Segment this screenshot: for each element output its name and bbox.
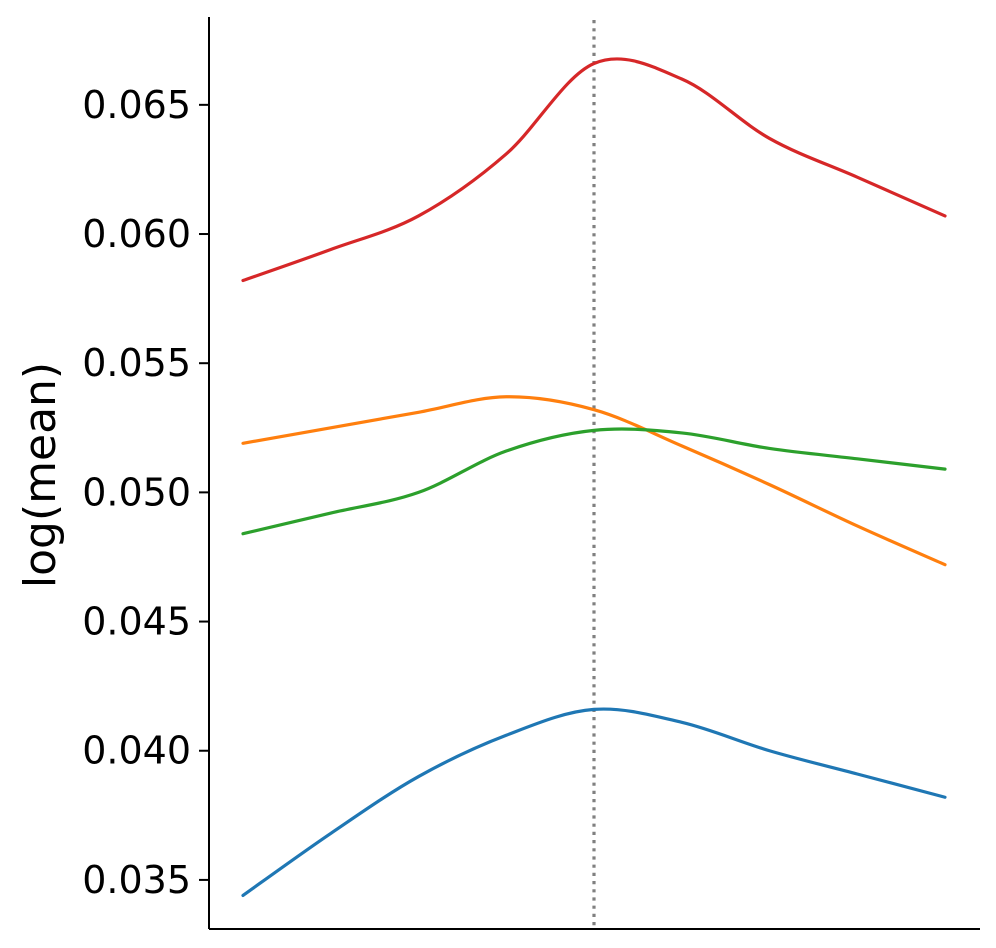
series-line-2 (241, 395, 947, 567)
series-line-1 (241, 707, 947, 898)
y-tick-label: 0.065 (82, 83, 191, 127)
plot-area (241, 20, 947, 929)
y-axis-label: log(mean) (15, 362, 66, 588)
y-tick-label: 0.055 (82, 341, 191, 385)
y-tick-label: 0.045 (82, 600, 191, 644)
y-tick-label: 0.040 (82, 729, 191, 773)
series-line-4 (241, 57, 947, 283)
y-tick-label: 0.035 (82, 858, 191, 902)
y-axis-ticks: 0.035 0.040 0.045 0.050 0.055 0.060 0.065 (82, 83, 209, 902)
series-line-3 (241, 427, 947, 536)
y-tick-label: 0.050 (82, 470, 191, 514)
y-tick-label: 0.060 (82, 212, 191, 256)
